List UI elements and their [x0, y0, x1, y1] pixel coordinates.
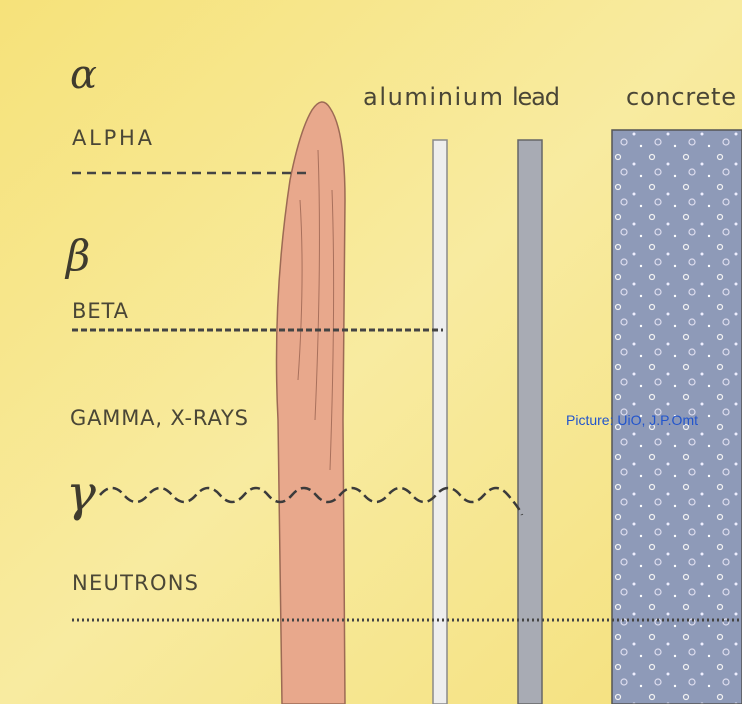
- concrete-block: [611, 129, 742, 704]
- credit: Picture: UiO, J.P.Omt: [566, 412, 698, 428]
- beta-symbol: β: [64, 231, 90, 280]
- neutrons-label: NEUTRONS: [72, 571, 198, 595]
- beta-label: BETA: [72, 299, 129, 323]
- aluminium-label: aluminium: [363, 83, 503, 111]
- lead-plate: [517, 139, 543, 704]
- alpha-symbol: α: [70, 52, 97, 98]
- aluminium-plate: [432, 139, 448, 704]
- gamma-ray: [99, 486, 524, 516]
- concrete-label: concrete: [626, 83, 736, 111]
- gamma-symbol: γ: [66, 464, 96, 522]
- hand: [275, 101, 346, 704]
- hand-lines: [297, 149, 335, 471]
- alpha-label: ALPHA: [72, 126, 153, 150]
- lead-label: lead: [512, 83, 560, 111]
- gamma-label: GAMMA, X-RAYS: [70, 406, 248, 430]
